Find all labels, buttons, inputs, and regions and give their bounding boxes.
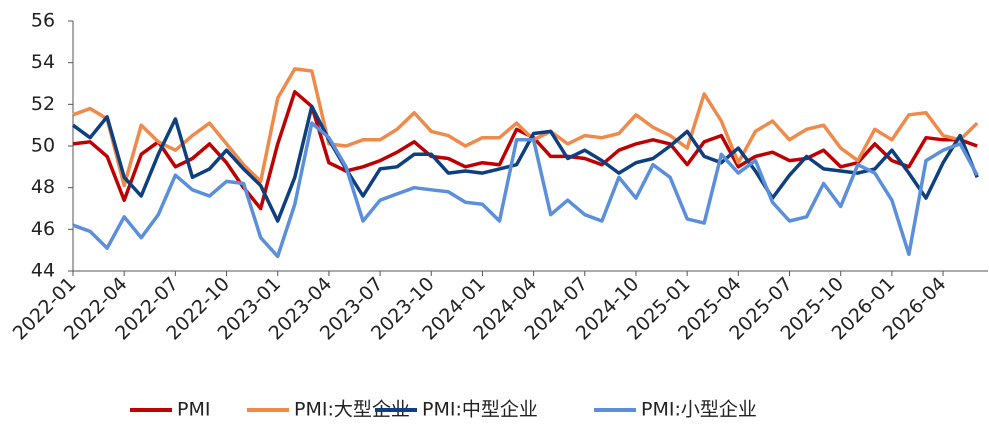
series-line xyxy=(72,67,979,188)
y-tick-label: 46 xyxy=(31,218,55,240)
y-tick-label: 44 xyxy=(31,260,55,282)
legend-label: PMI:中型企业 xyxy=(422,399,538,421)
series-line xyxy=(71,104,979,223)
y-tick-label: 50 xyxy=(31,135,55,157)
y-tick-label: 52 xyxy=(31,93,55,115)
legend-label: PMI:大型企业 xyxy=(294,399,410,421)
legend-label: PMI xyxy=(177,399,210,421)
y-tick-label: 48 xyxy=(31,176,55,198)
legend-label: PMI:小型企业 xyxy=(641,399,757,421)
y-tick-label: 54 xyxy=(31,51,55,73)
series-line xyxy=(72,121,979,259)
y-tick-label: 56 xyxy=(31,10,55,32)
